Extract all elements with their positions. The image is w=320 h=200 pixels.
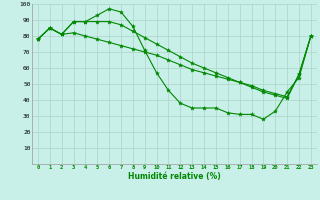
X-axis label: Humidité relative (%): Humidité relative (%) — [128, 172, 221, 181]
